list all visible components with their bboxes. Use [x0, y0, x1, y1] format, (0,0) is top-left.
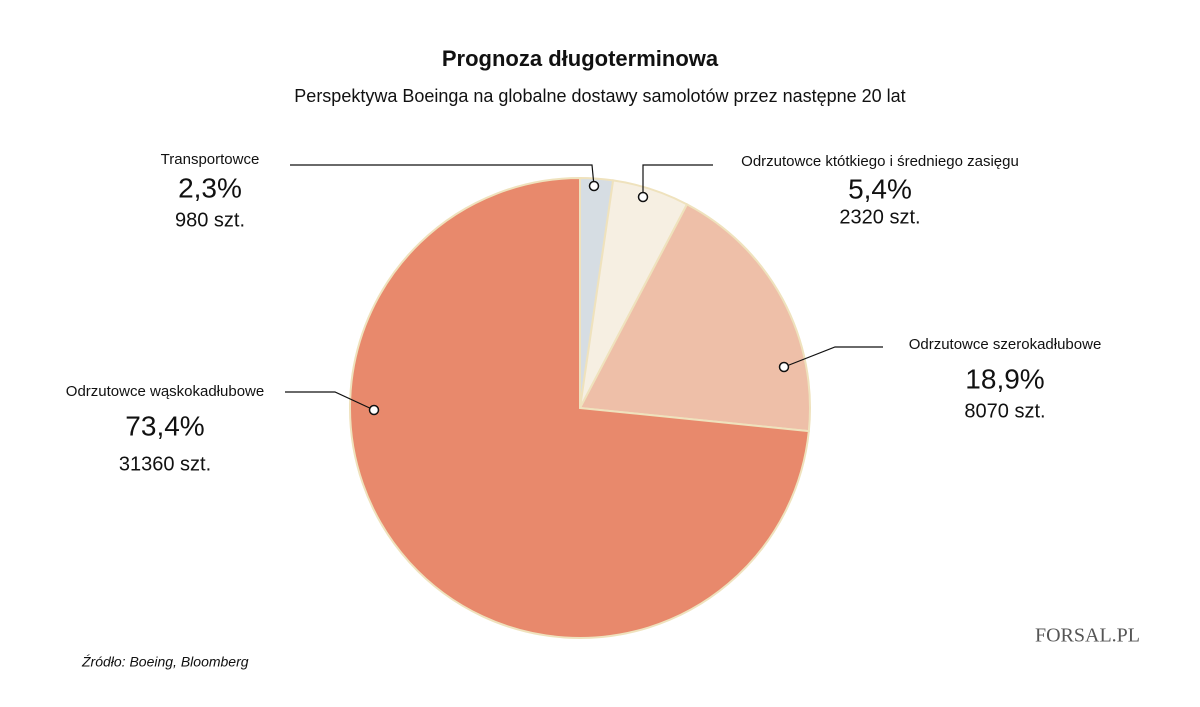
leader-dot — [778, 361, 790, 373]
category-label: Transportowce — [161, 151, 260, 168]
leader-line — [642, 164, 713, 197]
percent-label: 5,4% — [848, 173, 912, 204]
leader-line — [290, 164, 595, 187]
count-label: 8070 szt. — [964, 400, 1045, 422]
chart-title: Prognoza długoterminowa — [442, 46, 719, 71]
count-label: 980 szt. — [175, 209, 245, 231]
percent-label: 73,4% — [125, 410, 204, 441]
source: Źródło: Boeing, Bloomberg — [81, 654, 249, 670]
category-label: Odrzutowce któtkiego i średniego zasięgu — [741, 153, 1019, 170]
leader-dot — [637, 191, 649, 203]
pie-slice — [578, 203, 811, 433]
leader-line — [285, 391, 375, 411]
pie-slice — [349, 176, 810, 639]
leader-line — [783, 346, 883, 368]
percent-label: 18,9% — [965, 363, 1044, 394]
category-label: Odrzutowce szerokadłubowe — [909, 336, 1102, 353]
percent-label: 2,3% — [178, 172, 242, 203]
leader-dot — [588, 180, 600, 192]
chart-subtitle: Perspektywa Boeinga na globalne dostawy … — [294, 86, 905, 106]
category-label: Odrzutowce wąskokadłubowe — [66, 383, 264, 400]
leader-dot — [368, 404, 380, 416]
count-label: 31360 szt. — [119, 453, 211, 475]
logo: FORSAL.PL — [1035, 625, 1140, 647]
count-label: 2320 szt. — [839, 206, 920, 228]
